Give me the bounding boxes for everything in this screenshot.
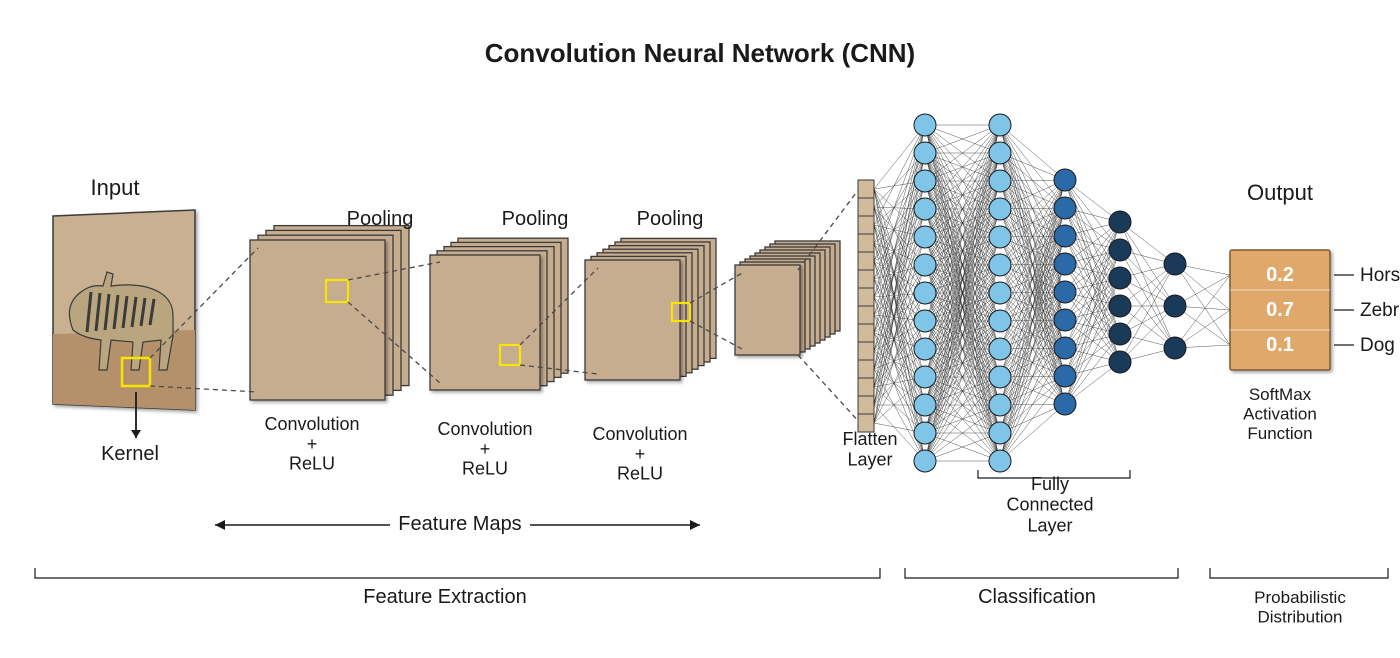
- conv-stack-3: [585, 238, 716, 380]
- svg-text:ReLU: ReLU: [462, 459, 508, 479]
- cnn-diagram: Convolution Neural Network (CNN) 0.2 Horse…: [0, 0, 1400, 658]
- svg-text:Convolution: Convolution: [264, 414, 359, 434]
- title: Convolution Neural Network (CNN): [485, 38, 915, 68]
- svg-text:Distribution: Distribution: [1257, 608, 1342, 627]
- input-image: [53, 210, 195, 410]
- output-label: Horse: [1360, 265, 1400, 286]
- svg-text:ReLU: ReLU: [289, 454, 335, 474]
- fc-layer-3: [1054, 169, 1076, 415]
- svg-text:Activation: Activation: [1243, 405, 1317, 424]
- output-value: 0.1: [1266, 334, 1294, 356]
- svg-text:Convolution: Convolution: [592, 424, 687, 444]
- svg-text:Flatten: Flatten: [842, 429, 897, 449]
- output-label: Dog: [1360, 335, 1395, 356]
- svg-text:Function: Function: [1247, 424, 1312, 443]
- conv-stack-1: [250, 226, 409, 400]
- label-classification: Classification: [978, 586, 1096, 608]
- label-feature-extraction: Feature Extraction: [363, 586, 526, 608]
- svg-text:Layer: Layer: [1027, 515, 1072, 535]
- svg-text:SoftMax: SoftMax: [1249, 385, 1312, 404]
- label-output: Output: [1247, 180, 1313, 205]
- label-pooling-2: Pooling: [502, 208, 569, 230]
- output-label: Zebra: [1360, 300, 1400, 321]
- svg-text:Convolution: Convolution: [437, 419, 532, 439]
- conv-stack-2: [430, 238, 568, 390]
- label-feature-maps: Feature Maps: [398, 513, 521, 535]
- label-pooling-1: Pooling: [347, 208, 414, 230]
- output-value: 0.2: [1266, 264, 1294, 286]
- svg-text:Layer: Layer: [847, 450, 892, 470]
- conv-stack-4: [735, 241, 840, 355]
- svg-text:+: +: [480, 439, 491, 459]
- svg-text:+: +: [307, 434, 318, 454]
- flatten-layer: [858, 180, 874, 432]
- svg-text:Connected: Connected: [1006, 495, 1093, 515]
- svg-text:Probabilistic: Probabilistic: [1254, 588, 1346, 607]
- svg-text:Fully: Fully: [1031, 474, 1069, 494]
- svg-text:ReLU: ReLU: [617, 464, 663, 484]
- svg-text:+: +: [635, 444, 646, 464]
- output-value: 0.7: [1266, 299, 1294, 321]
- fc-layer-5: [1164, 253, 1186, 359]
- label-pooling-3: Pooling: [637, 208, 704, 230]
- label-kernel: Kernel: [101, 443, 159, 465]
- label-input: Input: [91, 175, 140, 200]
